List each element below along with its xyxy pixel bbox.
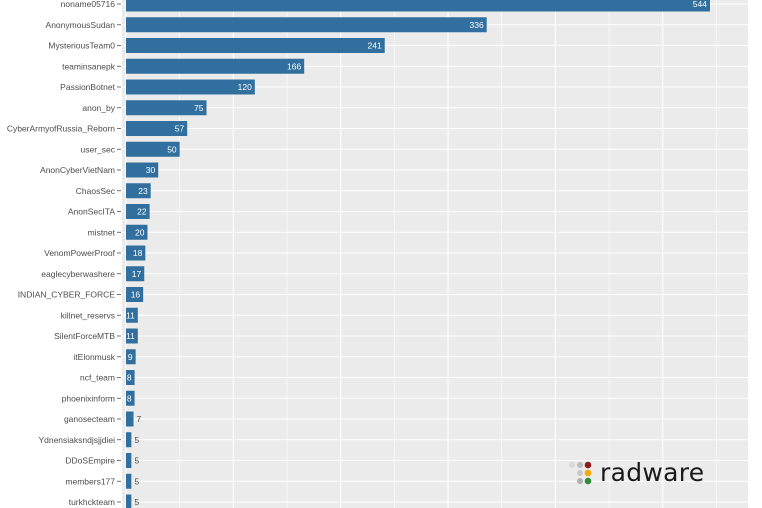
radware-logo: radware [566, 458, 704, 490]
bar [126, 328, 138, 344]
y-tick-label: Ydnensiaksndjsjjdiei [38, 435, 115, 445]
bar [126, 432, 132, 448]
y-tick-label: ncf_team [80, 373, 115, 383]
logo-dot [569, 462, 575, 468]
y-tick-label: turkhckteam [69, 497, 115, 507]
y-tick-label: members177 [65, 476, 115, 486]
data-label: 23 [138, 186, 148, 196]
data-label: 57 [175, 124, 185, 134]
bar [126, 100, 207, 116]
logo-text: radware [600, 458, 705, 487]
y-tick-label: DDoSEmpire [65, 456, 115, 466]
y-tick-label: anon_by [82, 103, 115, 113]
bar [126, 411, 134, 427]
data-label: 5 [134, 476, 139, 486]
y-tick-label: mistnet [88, 227, 116, 237]
y-tick-label: ChaosSec [76, 186, 116, 196]
bar [126, 245, 146, 261]
y-tick-label: phoenixinform [62, 393, 115, 403]
y-tick-label: MysteriousTeam0 [48, 41, 115, 51]
data-label: 30 [146, 165, 156, 175]
y-axis-ticks: noname05716 AnonymousSudan MysteriousTeam0… [7, 0, 121, 507]
data-label: 120 [238, 82, 252, 92]
data-label: 22 [137, 207, 147, 217]
bar [126, 17, 487, 33]
data-label: 50 [167, 144, 177, 154]
y-tick-label: AnonSecITA [68, 207, 115, 217]
y-tick-label: INDIAN_CYBER_FORCE [18, 290, 116, 300]
value-labels: 5443362411661207557503023222018171611119… [126, 0, 707, 507]
data-label: 11 [126, 310, 135, 320]
bar [126, 370, 135, 385]
data-label: 5 [134, 456, 139, 466]
logo-dot [584, 461, 592, 469]
y-tick-label: ganosecteam [64, 414, 115, 424]
data-label: 544 [693, 0, 707, 9]
plot-panel [122, 0, 748, 508]
logo-dot [577, 470, 583, 476]
data-label: 18 [133, 248, 143, 258]
data-label: 8 [127, 373, 132, 383]
bar [126, 162, 159, 178]
y-tick-label: AnonymousSudan [46, 20, 116, 30]
data-label: 5 [134, 435, 139, 445]
data-label: 16 [131, 290, 141, 300]
data-label: 8 [127, 393, 132, 403]
logo-dot [577, 462, 583, 468]
bar [126, 58, 305, 74]
data-label: 9 [128, 352, 133, 362]
y-tick-label: PassionBotnet [60, 82, 115, 92]
bar [126, 121, 188, 136]
y-tick-label: SilentForceMTB [54, 331, 115, 341]
y-tick-label: itElonmusk [73, 352, 115, 362]
bar [126, 453, 132, 468]
y-tick-label: teaminsanepk [62, 61, 116, 71]
y-tick-label: killnet_reservs [61, 310, 115, 320]
data-label: 75 [194, 103, 204, 113]
bar [126, 473, 132, 489]
logo-dot [584, 477, 592, 485]
bar [126, 349, 136, 365]
logo-dot [584, 469, 592, 477]
data-label: 336 [470, 20, 484, 30]
bar [126, 224, 148, 240]
data-label: 166 [287, 61, 301, 71]
data-label: 241 [368, 41, 382, 51]
y-tick-label: user_sec [81, 144, 116, 154]
bar [126, 390, 135, 406]
bar [126, 494, 132, 508]
bar [126, 307, 138, 323]
data-label: 20 [135, 227, 145, 237]
radware-logo-icon [569, 461, 592, 485]
data-label: 5 [134, 497, 139, 507]
y-tick-label: noname05716 [61, 0, 116, 9]
data-label: 7 [137, 414, 142, 424]
logo-dot [577, 478, 583, 484]
bar [126, 266, 145, 282]
y-tick-label: AnonCyberVietNam [40, 165, 115, 175]
bar [126, 0, 710, 12]
data-label: 11 [126, 331, 135, 341]
y-tick-label: CyberArmyofRussia_Reborn [7, 124, 115, 134]
data-label: 17 [132, 269, 142, 279]
y-tick-label: eaglecyberwashere [41, 269, 115, 279]
bar [126, 287, 144, 302]
bar [126, 38, 385, 53]
bar [126, 141, 180, 157]
bars [126, 0, 710, 508]
bar [126, 79, 255, 95]
bar [126, 204, 150, 219]
bar [126, 183, 151, 199]
y-tick-label: VenomPowerProof [44, 248, 116, 258]
